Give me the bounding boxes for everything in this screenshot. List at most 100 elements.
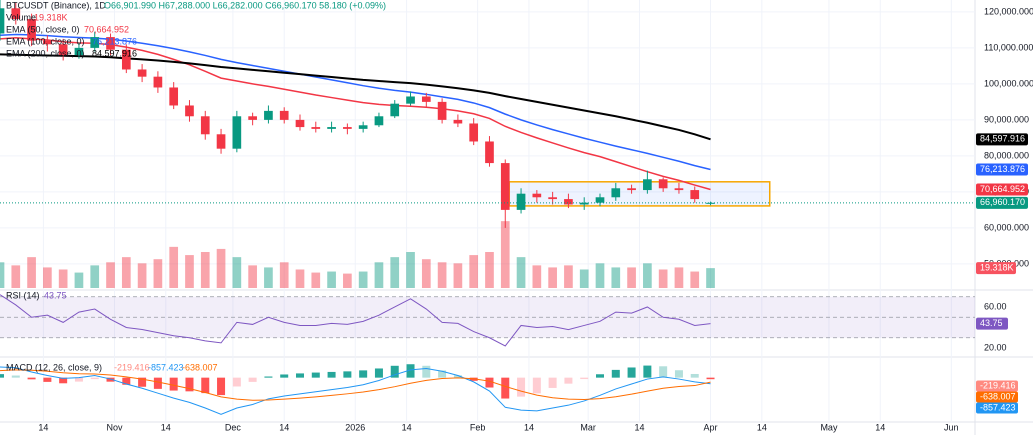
macd-histogram-bar xyxy=(517,377,526,397)
macd-line xyxy=(0,366,711,415)
y-tick-label: 60,000.000 xyxy=(984,222,1029,232)
legend-value: -219.416 xyxy=(114,362,150,372)
x-tick-label: 14 xyxy=(634,422,644,432)
price-tag xyxy=(976,163,1028,176)
volume-bar xyxy=(200,252,210,288)
candle-body xyxy=(532,193,542,198)
ema-line xyxy=(0,53,711,141)
macd-histogram-bar xyxy=(627,367,636,378)
candle-body xyxy=(516,193,526,210)
volume-bar xyxy=(0,262,5,288)
candle-body xyxy=(658,179,668,189)
volume-bar xyxy=(500,221,510,288)
volume-bar xyxy=(11,265,21,288)
macd-histogram-bar xyxy=(596,374,604,378)
volume-bar xyxy=(374,262,384,288)
volume-bar xyxy=(169,246,179,288)
volume-tag xyxy=(976,262,1016,275)
macd-tag xyxy=(976,391,1018,403)
macd-histogram-bar xyxy=(90,377,99,380)
volume-bar xyxy=(453,263,463,288)
macd-histogram-bar xyxy=(153,377,162,389)
macd-histogram-bar xyxy=(690,373,699,378)
macd-histogram-bar xyxy=(185,377,194,392)
volume-bar xyxy=(532,265,542,288)
macd-histogram-bar xyxy=(280,374,289,378)
macd-histogram-bar xyxy=(643,365,652,378)
legend-value: -638.007 xyxy=(182,362,218,372)
macd-histogram-bar xyxy=(548,377,557,388)
macd-histogram-bar xyxy=(296,373,304,378)
macd-histogram-bar xyxy=(422,365,431,378)
macd-histogram-bar xyxy=(453,375,462,378)
candle-body xyxy=(548,197,557,200)
candle-body xyxy=(421,96,431,102)
volume-bar xyxy=(406,252,415,288)
candle-body xyxy=(90,37,100,48)
macd-histogram-bar xyxy=(106,377,115,382)
candle-body xyxy=(185,105,194,117)
volume-bar xyxy=(185,255,194,288)
candle-body xyxy=(327,127,336,129)
volume-bar xyxy=(327,271,336,288)
price-tag-label: 66,960.170 xyxy=(980,197,1025,207)
rsi-tag-label: 43.75 xyxy=(980,318,1003,328)
price-tag xyxy=(976,183,1028,196)
macd-histogram-bar xyxy=(374,368,383,378)
candle-body xyxy=(643,179,652,191)
x-tick-label: Mar xyxy=(580,422,596,432)
macd-tag-label: -219.416 xyxy=(980,380,1016,390)
price-tag xyxy=(976,196,1028,209)
macd-histogram-bar xyxy=(501,377,510,399)
volume-bar xyxy=(611,267,621,288)
rsi-tick-label: 60.00 xyxy=(984,301,1007,311)
volume-bar xyxy=(627,267,636,288)
volume-bar xyxy=(390,257,400,288)
volume-bar xyxy=(343,273,352,288)
macd-histogram-bar xyxy=(311,372,320,378)
volume-bar xyxy=(516,257,526,288)
volume-tag-label: 19.318K xyxy=(980,263,1014,273)
macd-histogram-bar xyxy=(232,377,241,387)
y-tick-label: 110,000.000 xyxy=(984,42,1033,52)
macd-histogram-bar xyxy=(564,377,573,384)
macd-tag xyxy=(976,380,1018,392)
candle-body xyxy=(390,103,400,117)
grid xyxy=(0,0,975,422)
candle-body xyxy=(43,40,52,45)
volume-bar xyxy=(437,262,447,288)
macd-histogram-bar xyxy=(248,377,257,382)
volume-bar xyxy=(595,263,605,288)
ohlc-readout: O66,901.990 H67,288.000 L66,282.000 C66,… xyxy=(104,0,386,10)
candle-body xyxy=(169,87,179,106)
volume-bar xyxy=(706,268,715,288)
legend-name: EMA (200, close, 0) xyxy=(6,48,85,58)
volume-bar xyxy=(358,271,368,288)
candle-body xyxy=(595,197,605,203)
candle-body xyxy=(374,116,384,126)
legend-value: 84,597.916 xyxy=(92,48,137,58)
legend-name: MACD (12, 26, close, 9) xyxy=(6,362,102,372)
volume-bar xyxy=(579,269,589,288)
volume-bar xyxy=(658,269,668,288)
x-tick-label: Jun xyxy=(944,422,959,432)
volume-bar xyxy=(74,272,84,288)
candle-body xyxy=(706,202,715,204)
candle-body xyxy=(248,116,257,120)
symbol-title: BTCUSDT (Binance), 1D xyxy=(6,0,106,10)
candle-body xyxy=(311,127,321,129)
candle-body xyxy=(106,37,115,50)
candle-body xyxy=(264,110,273,120)
candle-body xyxy=(406,96,415,104)
volume-bar xyxy=(121,257,131,288)
candle-body xyxy=(627,188,636,191)
x-tick-label: Nov xyxy=(106,422,123,432)
volume-bar xyxy=(279,262,289,288)
volume-bar xyxy=(232,257,242,288)
x-tick-label: 14 xyxy=(524,422,534,432)
legend-name: Volume xyxy=(6,12,36,22)
range-box xyxy=(508,181,771,207)
labels: BTCUSDT (Binance), 1D O66,901.990 H67,28… xyxy=(6,0,1033,432)
x-tick-label: 14 xyxy=(161,422,171,432)
